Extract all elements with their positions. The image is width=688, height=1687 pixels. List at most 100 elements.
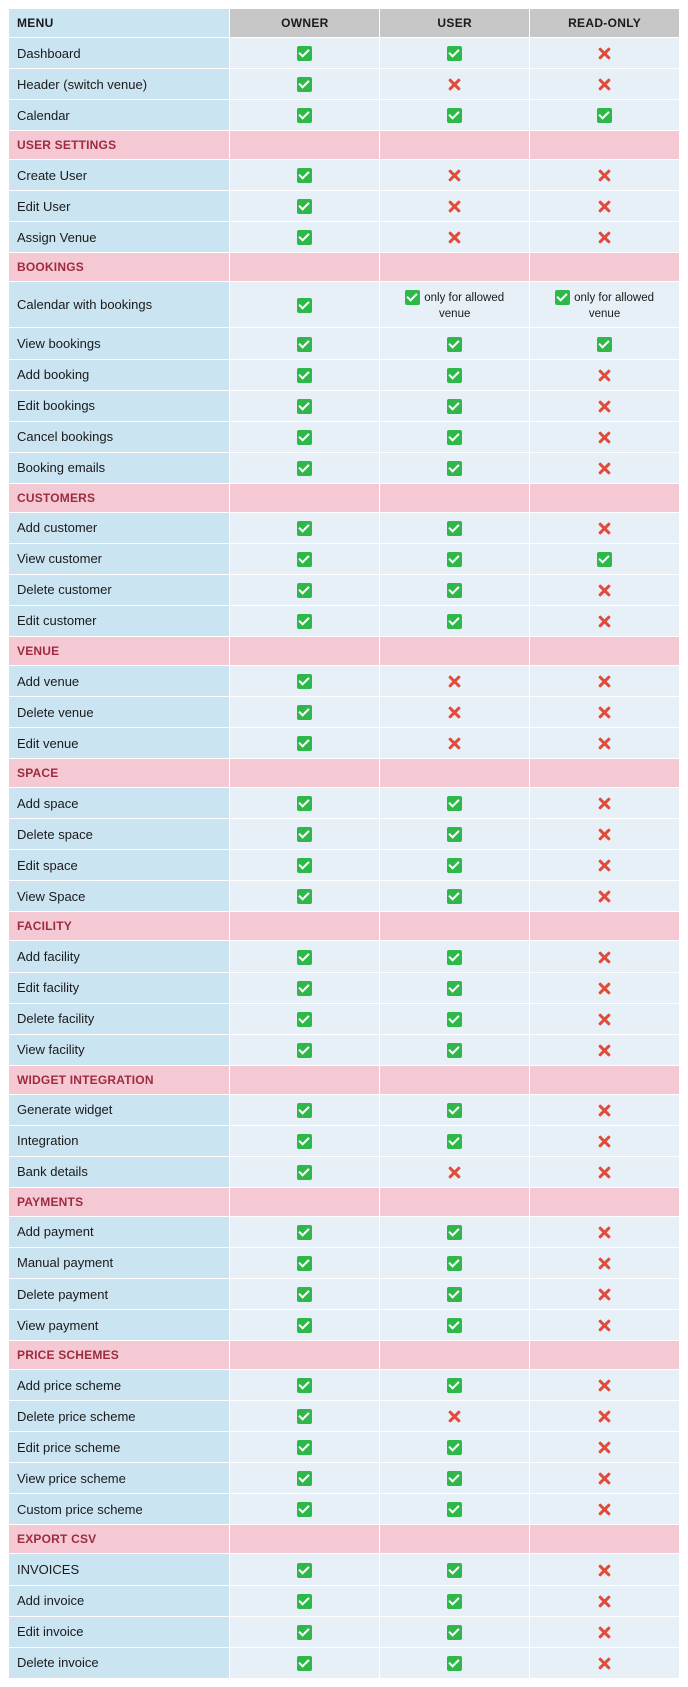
permission-user: [380, 1401, 530, 1432]
permission-label: Dashboard: [9, 38, 230, 69]
permission-label: Custom price scheme: [9, 1494, 230, 1525]
permission-readonly: [530, 1616, 680, 1647]
permission-label: Edit price scheme: [9, 1432, 230, 1463]
check-icon: [447, 858, 462, 873]
table-row: Edit User: [9, 191, 680, 222]
check-icon: [447, 583, 462, 598]
permission-owner: [230, 1216, 380, 1247]
permission-user: [380, 666, 530, 697]
permission-user: [380, 1247, 530, 1278]
section-label: EXPORT CSV: [9, 1525, 230, 1554]
permission-readonly: [530, 1401, 680, 1432]
permission-label: Bank details: [9, 1156, 230, 1187]
check-icon: [447, 889, 462, 904]
check-icon: [297, 1625, 312, 1640]
permission-user: [380, 1034, 530, 1065]
permission-readonly: [530, 1156, 680, 1187]
permission-readonly: [530, 1647, 680, 1678]
section-blank: [530, 483, 680, 512]
check-icon: [447, 796, 462, 811]
cross-icon: [597, 461, 612, 476]
permission-label: Add venue: [9, 666, 230, 697]
permission-label: Integration: [9, 1125, 230, 1156]
table-row: Delete facility: [9, 1003, 680, 1034]
cross-icon: [597, 889, 612, 904]
table-row: View Space: [9, 881, 680, 912]
cross-icon: [597, 736, 612, 751]
permission-label: Edit space: [9, 850, 230, 881]
permission-owner: [230, 1125, 380, 1156]
permission-readonly: [530, 1125, 680, 1156]
check-icon: [597, 552, 612, 567]
permission-user: [380, 1125, 530, 1156]
permission-user: [380, 191, 530, 222]
permission-user: [380, 850, 530, 881]
cross-icon: [597, 1440, 612, 1455]
permission-user: [380, 543, 530, 574]
table-row: View payment: [9, 1310, 680, 1341]
table-row: View price scheme: [9, 1463, 680, 1494]
check-icon: [297, 1378, 312, 1393]
permission-note: only for allowed venue: [424, 292, 504, 320]
permission-owner: [230, 1310, 380, 1341]
permission-label: Edit bookings: [9, 390, 230, 421]
section-blank: [380, 131, 530, 160]
check-icon: [447, 46, 462, 61]
check-icon: [447, 981, 462, 996]
table-row: View bookings: [9, 328, 680, 359]
section-blank: [530, 1187, 680, 1216]
section-blank: [380, 759, 530, 788]
permission-user: [380, 941, 530, 972]
permission-readonly: [530, 1370, 680, 1401]
cross-icon: [447, 77, 462, 92]
permission-readonly: [530, 1216, 680, 1247]
permission-user: [380, 881, 530, 912]
check-icon: [447, 827, 462, 842]
check-icon: [297, 1134, 312, 1149]
check-icon: [447, 368, 462, 383]
header-user: USER: [380, 9, 530, 38]
section-blank: [530, 759, 680, 788]
check-icon: [297, 889, 312, 904]
permission-user: only for allowed venue: [380, 282, 530, 328]
permission-label: Add price scheme: [9, 1370, 230, 1401]
permission-readonly: [530, 1585, 680, 1616]
permission-readonly: [530, 850, 680, 881]
section-blank: [230, 483, 380, 512]
permission-readonly: [530, 1034, 680, 1065]
section-row: CUSTOMERS: [9, 483, 680, 512]
table-row: Add booking: [9, 359, 680, 390]
permission-user: [380, 1003, 530, 1034]
section-row: VENUE: [9, 637, 680, 666]
cross-icon: [597, 430, 612, 445]
permission-owner: [230, 1585, 380, 1616]
permission-user: [380, 819, 530, 850]
check-icon: [297, 705, 312, 720]
table-row: Add facility: [9, 941, 680, 972]
permission-readonly: [530, 881, 680, 912]
cross-icon: [447, 1409, 462, 1424]
permission-user: [380, 390, 530, 421]
table-row: Add customer: [9, 512, 680, 543]
section-blank: [230, 131, 380, 160]
permission-readonly: [530, 512, 680, 543]
permission-readonly: [530, 543, 680, 574]
permission-owner: [230, 574, 380, 605]
permission-user: [380, 1554, 530, 1585]
table-row: Delete payment: [9, 1279, 680, 1310]
table-row: View facility: [9, 1034, 680, 1065]
section-label: USER SETTINGS: [9, 131, 230, 160]
cross-icon: [597, 399, 612, 414]
cross-icon: [447, 1165, 462, 1180]
check-icon: [297, 1256, 312, 1271]
permission-label: Booking emails: [9, 452, 230, 483]
permission-owner: [230, 1432, 380, 1463]
permission-label: Cancel bookings: [9, 421, 230, 452]
check-icon: [297, 614, 312, 629]
permission-readonly: [530, 1247, 680, 1278]
cross-icon: [597, 46, 612, 61]
table-row: Delete venue: [9, 697, 680, 728]
cross-icon: [597, 168, 612, 183]
cross-icon: [597, 1012, 612, 1027]
cross-icon: [597, 230, 612, 245]
